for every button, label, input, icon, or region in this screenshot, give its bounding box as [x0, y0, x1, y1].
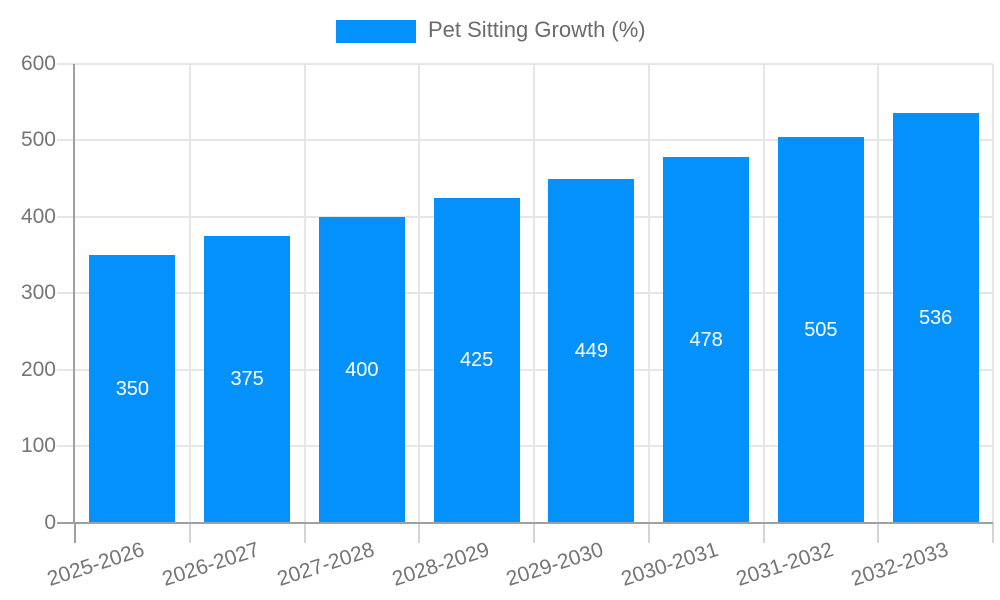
bar: [89, 255, 176, 523]
y-axis-tick: [57, 292, 75, 295]
y-axis-tick: [57, 63, 75, 65]
y-tick-label: 200: [20, 357, 56, 381]
y-axis-tick: [57, 521, 75, 524]
legend-label: Pet Sitting Growth (%): [428, 17, 646, 42]
y-tick-label: 600: [20, 52, 56, 75]
x-axis-tick: [418, 522, 421, 543]
x-axis-tick: [992, 522, 994, 543]
y-axis-tick: [57, 215, 75, 218]
gridline-v: [877, 64, 880, 523]
bar: [548, 179, 635, 523]
gridline-v: [647, 64, 650, 523]
y-tick-label: 400: [20, 204, 56, 228]
x-axis-tick: [303, 522, 306, 543]
y-axis-tick: [57, 139, 75, 142]
x-axis-tick: [647, 522, 650, 543]
y-tick-label: 500: [20, 128, 56, 152]
gridline-v: [418, 64, 421, 523]
bar: [777, 136, 864, 523]
y-axis-tick: [57, 445, 75, 448]
x-axis-tick: [74, 522, 76, 543]
bar-value-label: 478: [689, 328, 723, 351]
y-tick-label: 300: [20, 281, 56, 305]
bar-value-label: 400: [345, 358, 379, 381]
bar-value-label: 505: [804, 318, 838, 341]
bar-value-label: 425: [459, 349, 494, 372]
gridline-v: [992, 64, 994, 523]
gridline-v: [303, 64, 306, 523]
y-axis-tick: [57, 368, 75, 371]
x-axis-line: [73, 521, 993, 524]
bar: [204, 235, 291, 523]
bar: [318, 216, 405, 523]
y-axis-line: [73, 64, 75, 523]
bar: [892, 112, 979, 523]
gridline-v: [762, 64, 765, 523]
x-axis-tick: [533, 522, 535, 543]
legend: Pet Sitting Growth (%): [0, 0, 1000, 50]
bar-value-label: 536: [918, 306, 953, 329]
bar-value-label: 350: [115, 377, 150, 400]
bar-value-label: 449: [574, 339, 609, 362]
y-tick-label: 0: [44, 510, 56, 534]
legend-swatch: [336, 20, 416, 43]
y-tick-label: 100: [20, 434, 56, 458]
x-axis-tick: [762, 522, 765, 543]
x-axis-tick: [877, 522, 880, 543]
x-axis-tick: [188, 522, 191, 543]
bar-value-label: 375: [230, 368, 264, 391]
gridline-v: [188, 64, 191, 523]
bar: [663, 157, 750, 523]
gridline-v: [533, 64, 535, 523]
bar: [433, 197, 520, 523]
